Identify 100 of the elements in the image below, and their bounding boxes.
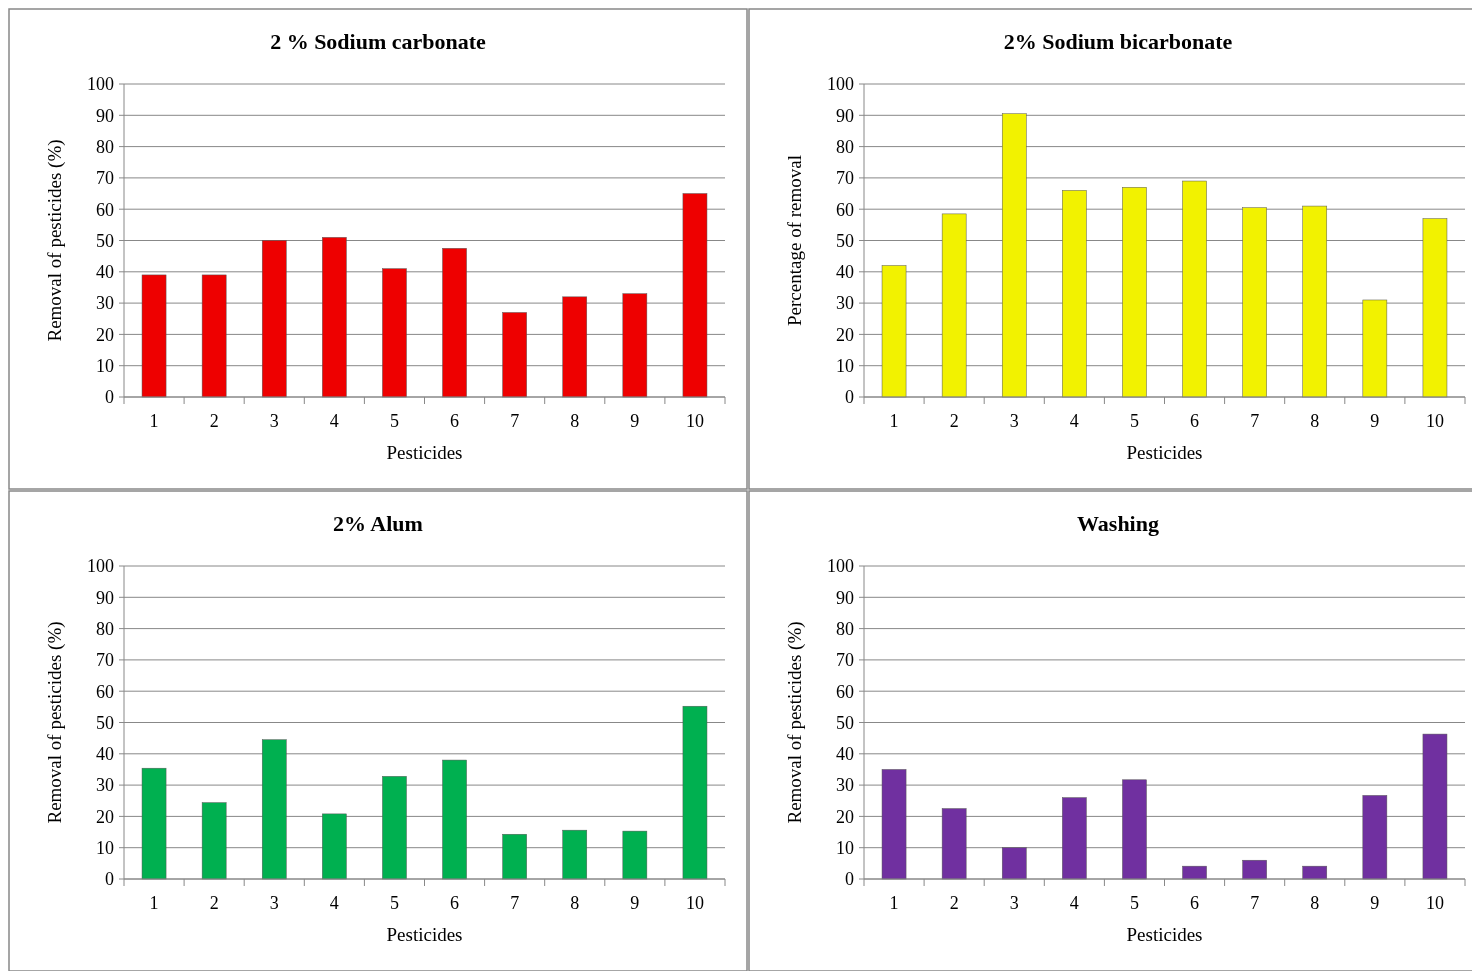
bar: [322, 813, 347, 880]
bar: [1122, 187, 1147, 398]
y-tick-label: 10: [836, 356, 854, 376]
y-tick-label: 70: [96, 168, 114, 189]
y-tick-label: 20: [96, 324, 114, 345]
y-tick-label: 60: [836, 681, 854, 702]
x-tick-label: 10: [1425, 411, 1444, 431]
x-axis-title: Pesticides: [1126, 442, 1203, 463]
x-tick-label: 9: [1370, 411, 1380, 431]
x-tick-label: 1: [889, 893, 899, 913]
x-tick-label: 10: [1425, 893, 1444, 913]
bar: [1362, 299, 1388, 398]
x-tick-label: 8: [1310, 411, 1320, 431]
y-tick-label: 100: [87, 556, 114, 577]
bar: [562, 829, 588, 880]
bar: [562, 296, 588, 398]
x-tick-label: 4: [329, 411, 339, 431]
chart-title: 2% Alum: [333, 511, 423, 536]
y-tick-label: 50: [96, 712, 114, 733]
bar: [941, 808, 967, 880]
x-tick-label: 6: [1190, 893, 1200, 913]
bar: [1302, 865, 1328, 880]
y-tick-label: 30: [96, 775, 114, 796]
x-tick-label: 2: [209, 893, 219, 913]
bar: [1001, 847, 1027, 880]
y-tick-label: 100: [827, 74, 854, 95]
bar: [1242, 207, 1267, 398]
bar: [1062, 190, 1087, 398]
y-tick-label: 40: [96, 262, 114, 283]
bar: [1182, 865, 1207, 880]
x-tick-label: 6: [1190, 411, 1200, 431]
bar: [201, 802, 227, 880]
bar: [141, 767, 167, 880]
x-tick-label: 6: [450, 411, 460, 431]
x-tick-label: 8: [570, 411, 580, 431]
bar: [141, 274, 167, 398]
bar: [1242, 859, 1267, 880]
chart-title: 2% Sodium bicarbonate: [1003, 29, 1233, 54]
y-tick-label: 80: [836, 136, 854, 157]
y-tick-label: 30: [836, 775, 854, 796]
y-axis-title: Removal of pesticides (%): [44, 621, 66, 824]
x-tick-label: 3: [269, 893, 279, 913]
y-tick-label: 70: [836, 168, 854, 189]
bar: [442, 248, 467, 398]
y-tick-label: 50: [96, 230, 114, 251]
bar: [881, 265, 907, 398]
x-tick-label: 1: [889, 411, 899, 431]
y-tick-label: 10: [96, 356, 114, 376]
x-tick-label: 5: [1129, 411, 1139, 431]
x-tick-label: 7: [510, 893, 520, 913]
y-tick-label: 0: [845, 869, 854, 890]
x-tick-label: 5: [1129, 893, 1139, 913]
x-tick-label: 3: [269, 411, 279, 431]
y-tick-label: 90: [96, 105, 114, 126]
bar: [1362, 795, 1388, 880]
bar: [1422, 733, 1448, 880]
bar: [1302, 205, 1328, 398]
x-tick-label: 10: [685, 893, 704, 913]
x-tick-label: 9: [630, 411, 640, 431]
bar: [261, 240, 287, 398]
y-tick-label: 40: [836, 262, 854, 283]
y-tick-label: 0: [105, 387, 114, 408]
x-axis-title: Pesticides: [1126, 924, 1203, 945]
bar: [502, 833, 527, 880]
x-tick-label: 4: [1069, 893, 1079, 913]
x-tick-label: 3: [1009, 893, 1019, 913]
bar: [382, 776, 407, 880]
y-axis-title: Percentage of removal: [784, 155, 805, 326]
x-tick-label: 10: [685, 411, 704, 431]
bar: [442, 759, 467, 880]
bar: [1422, 218, 1448, 398]
x-tick-label: 7: [1250, 411, 1260, 431]
y-tick-label: 80: [96, 136, 114, 157]
bar: [1182, 180, 1207, 398]
x-tick-label: 8: [1310, 893, 1320, 913]
chart-title: Washing: [1077, 511, 1159, 536]
y-tick-label: 100: [827, 556, 854, 577]
y-tick-label: 90: [836, 105, 854, 126]
y-tick-label: 90: [836, 587, 854, 608]
y-tick-label: 20: [836, 806, 854, 827]
bar: [1122, 779, 1147, 880]
x-tick-label: 2: [209, 411, 219, 431]
x-tick-label: 6: [450, 893, 460, 913]
x-axis-title: Pesticides: [386, 442, 463, 463]
bar: [682, 193, 708, 398]
y-tick-label: 50: [836, 230, 854, 251]
x-tick-label: 5: [389, 893, 399, 913]
y-tick-label: 60: [96, 681, 114, 702]
y-tick-label: 30: [96, 293, 114, 314]
y-tick-label: 0: [105, 869, 114, 890]
x-tick-label: 9: [630, 893, 640, 913]
bar: [1062, 797, 1087, 880]
y-tick-label: 70: [836, 650, 854, 671]
y-tick-label: 40: [836, 744, 854, 765]
x-tick-label: 1: [149, 411, 159, 431]
y-tick-label: 70: [96, 650, 114, 671]
bar: [682, 705, 708, 880]
y-tick-label: 90: [96, 587, 114, 608]
y-tick-label: 60: [96, 199, 114, 220]
y-axis-title: Removal of pesticides (%): [784, 621, 806, 824]
